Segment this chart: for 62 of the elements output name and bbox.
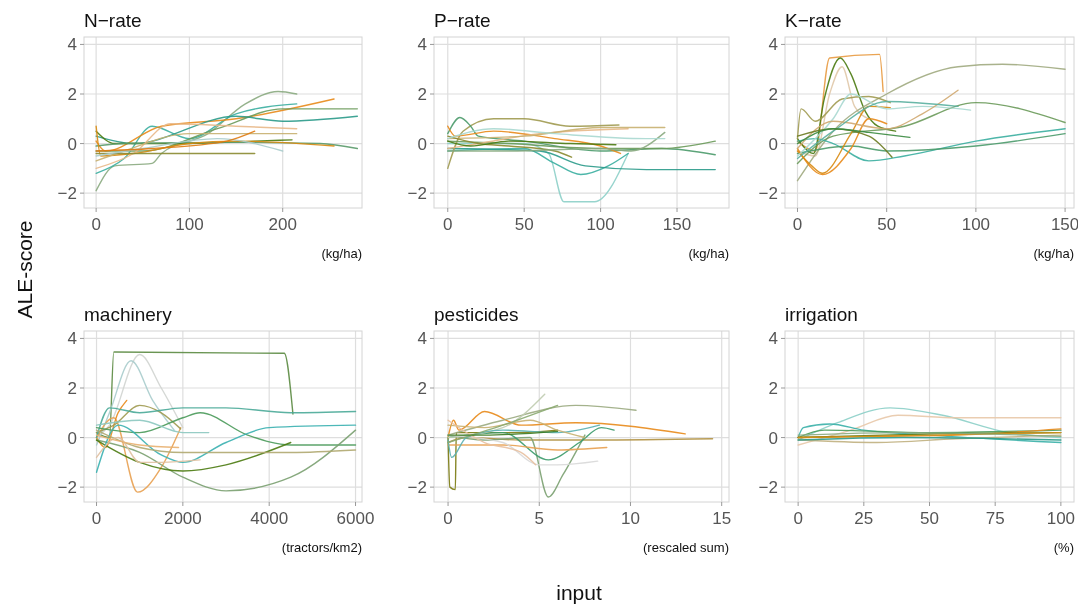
chart-title: pesticides bbox=[434, 304, 519, 325]
x-tick-label: 6000 bbox=[336, 509, 375, 528]
x-axis-title: (%) bbox=[1053, 540, 1074, 555]
x-tick-label: 75 bbox=[985, 509, 1005, 528]
x-tick-label: 25 bbox=[854, 509, 874, 528]
y-tick-label: 2 bbox=[768, 379, 778, 398]
y-tick-label: 4 bbox=[67, 35, 77, 55]
x-tick-label: 100 bbox=[961, 215, 991, 234]
y-tick-label: 0 bbox=[768, 134, 778, 154]
x-tick-label: 100 bbox=[586, 215, 615, 234]
x-tick-label: 200 bbox=[268, 215, 297, 234]
x-tick-label: 15 bbox=[712, 509, 732, 528]
y-tick-label: −2 bbox=[407, 184, 427, 204]
x-tick-label: 0 bbox=[792, 215, 803, 234]
x-tick-label: 4000 bbox=[250, 509, 289, 528]
text: input bbox=[556, 581, 602, 604]
chart-title: irrigation bbox=[785, 304, 858, 325]
x-tick-label: 150 bbox=[1050, 215, 1080, 234]
y-tick-label: 4 bbox=[768, 35, 778, 55]
y-tick-label: −2 bbox=[758, 184, 778, 204]
x-tick-label: 10 bbox=[621, 509, 640, 528]
y-tick-label: −2 bbox=[57, 478, 77, 498]
y-tick-label: −2 bbox=[758, 478, 778, 498]
y-tick-label: 4 bbox=[67, 329, 77, 349]
x-axis-title: (kg/ha) bbox=[321, 246, 362, 261]
chart-title: machinery bbox=[84, 304, 173, 325]
x-axis-title: (kg/ha) bbox=[688, 246, 729, 261]
chart-title: P−rate bbox=[434, 10, 491, 31]
x-tick-label: 100 bbox=[175, 215, 204, 234]
y-tick-label: 4 bbox=[417, 329, 427, 349]
x-tick-label: 0 bbox=[443, 509, 453, 528]
x-tick-label: 50 bbox=[877, 215, 897, 234]
y-tick-label: 0 bbox=[67, 134, 77, 154]
y-tick-label: 4 bbox=[768, 329, 778, 349]
x-axis-title: (rescaled sum) bbox=[643, 540, 729, 555]
y-tick-label: 2 bbox=[67, 379, 77, 398]
x-tick-label: 150 bbox=[662, 215, 692, 234]
chart-title: K−rate bbox=[785, 10, 842, 31]
x-axis-title: (tractors/km2) bbox=[281, 540, 362, 555]
y-tick-label: −2 bbox=[407, 478, 427, 498]
y-tick-label: 2 bbox=[417, 85, 427, 104]
y-tick-label: 4 bbox=[417, 35, 427, 55]
y-tick-label: 0 bbox=[768, 428, 778, 448]
y-tick-label: 2 bbox=[417, 379, 427, 398]
y-tick-label: 0 bbox=[417, 428, 427, 448]
y-axis-title: ALE-score bbox=[13, 220, 36, 319]
y-tick-label: 0 bbox=[417, 134, 427, 154]
x-tick-label: 100 bbox=[1046, 509, 1076, 528]
x-axis-title: (kg/ha) bbox=[1033, 246, 1074, 261]
x-tick-label: 50 bbox=[920, 509, 939, 528]
x-tick-label: 50 bbox=[514, 215, 534, 234]
chart-title: N−rate bbox=[84, 10, 142, 31]
x-tick-label: 0 bbox=[91, 215, 101, 234]
x-tick-label: 2000 bbox=[163, 509, 202, 528]
x-tick-label: 0 bbox=[443, 215, 453, 234]
y-tick-label: −2 bbox=[57, 184, 77, 204]
x-tick-label: 0 bbox=[91, 509, 102, 528]
x-tick-label: 5 bbox=[534, 509, 544, 528]
y-tick-label: 0 bbox=[67, 428, 77, 448]
x-tick-label: 0 bbox=[793, 509, 803, 528]
y-tick-label: 2 bbox=[67, 85, 77, 104]
y-tick-label: 2 bbox=[768, 85, 778, 104]
